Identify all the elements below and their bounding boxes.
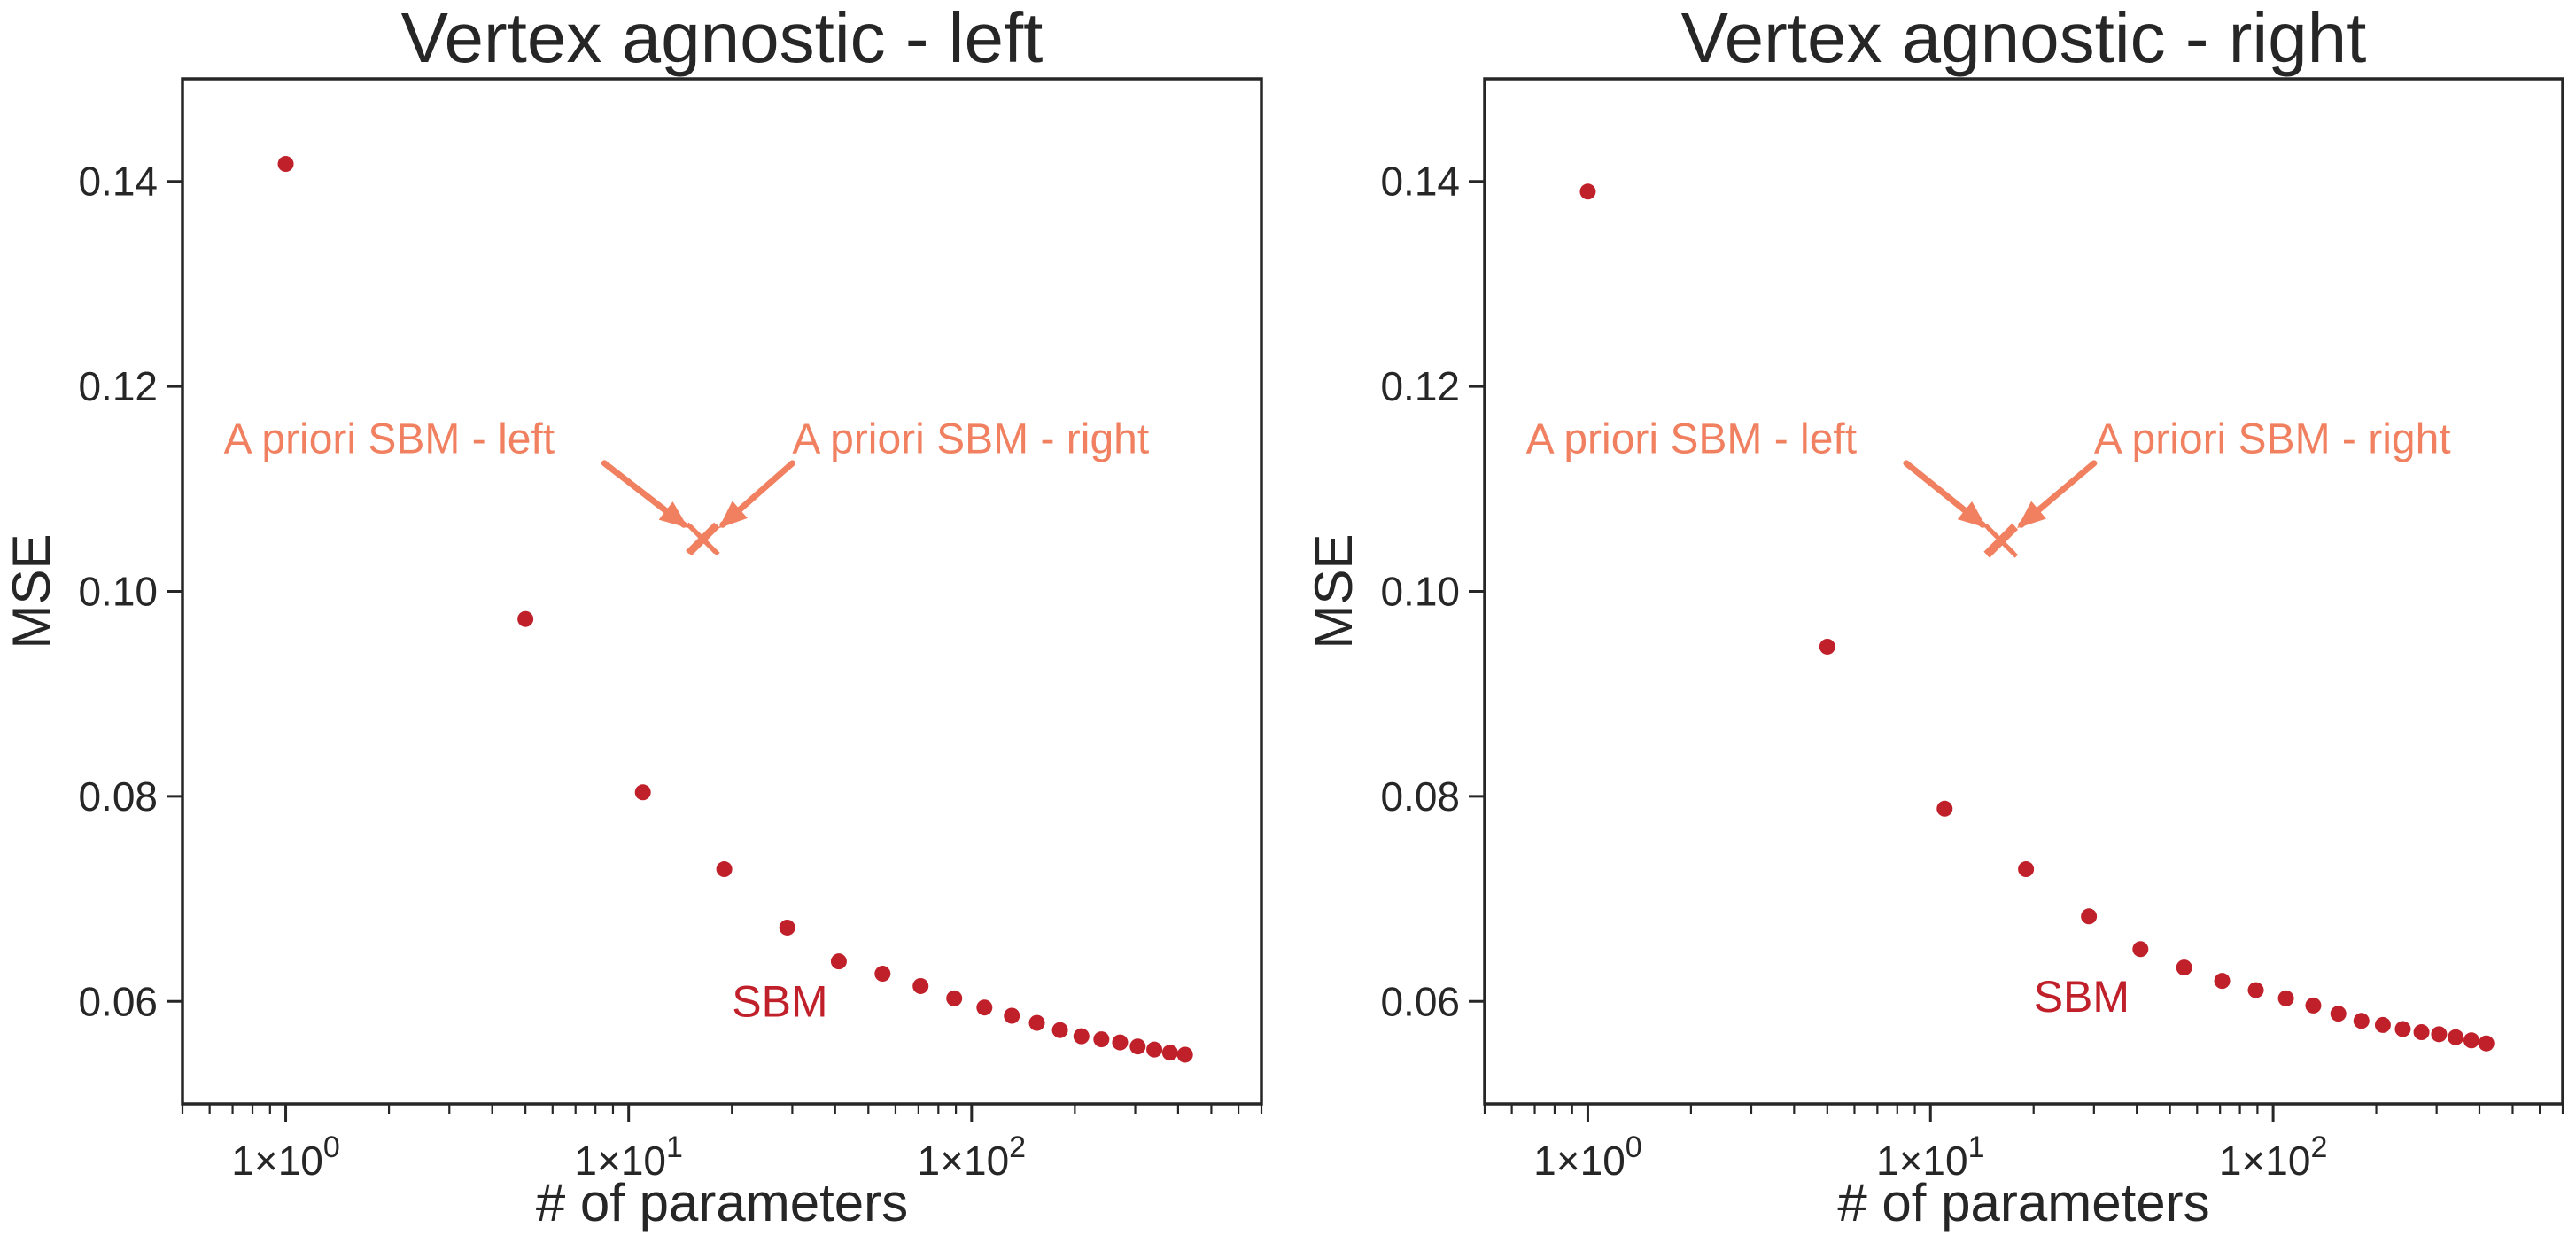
data-point (2394, 1021, 2411, 1037)
annotation-label: A priori SBM - left (1526, 416, 1857, 462)
data-point (1819, 638, 1835, 655)
data-point (2305, 997, 2322, 1014)
data-point (779, 919, 795, 936)
plot-frame (181, 77, 1263, 1106)
x-tick-label: 1×100 (1533, 1130, 1642, 1184)
data-point (2018, 861, 2035, 878)
annotation-arrowhead (718, 501, 748, 529)
data-point (1004, 1007, 1020, 1024)
y-tick-label: 0.12 (1380, 363, 1460, 409)
data-point (2353, 1013, 2370, 1029)
y-axis-label: MSE (2, 533, 61, 649)
data-point (1073, 1028, 1090, 1045)
y-axis-label: MSE (1304, 533, 1363, 649)
y-tick-label: 0.10 (78, 569, 158, 615)
y-tick-label: 0.06 (78, 978, 158, 1024)
data-point (1051, 1022, 1068, 1038)
annotation-arrowhead (2017, 501, 2046, 529)
data-point (2081, 908, 2098, 925)
data-point (1093, 1031, 1110, 1048)
y-tick-label: 0.08 (78, 773, 158, 820)
data-point (2463, 1032, 2479, 1049)
x-tick-label: 1×102 (918, 1130, 1027, 1184)
x-tick-label: 1×101 (574, 1130, 683, 1184)
data-point (2277, 990, 2294, 1006)
x-marker (1986, 526, 2019, 558)
data-point (1146, 1041, 1163, 1058)
data-point (912, 977, 929, 994)
data-point (2247, 982, 2264, 998)
y-tick-label: 0.14 (1380, 159, 1460, 205)
data-point (277, 156, 294, 173)
x-axis-label: # of parameters (1837, 1173, 2209, 1232)
data-point (1112, 1034, 1129, 1051)
x-marker-stroke (688, 524, 720, 556)
y-tick-label: 0.14 (78, 159, 158, 205)
chart-title: Vertex agnostic - right (1681, 0, 2367, 77)
series-label-sbm: SBM (2034, 972, 2130, 1022)
data-point (2330, 1006, 2347, 1022)
x-tick-label: 1×101 (1876, 1130, 1985, 1184)
data-point (1028, 1014, 1045, 1031)
series-label-sbm: SBM (732, 977, 827, 1027)
data-point (1161, 1045, 1178, 1061)
data-point (946, 990, 963, 1006)
annotation-arrowhead (658, 501, 688, 528)
data-point (716, 861, 733, 878)
plot-frame (1483, 77, 2564, 1106)
x-axis-label: # of parameters (536, 1173, 908, 1232)
y-tick-label: 0.08 (1380, 773, 1460, 820)
y-tick-label: 0.12 (78, 363, 158, 409)
x-marker (688, 524, 720, 556)
data-point (2431, 1026, 2448, 1043)
data-point (2374, 1016, 2391, 1033)
data-point (2132, 941, 2149, 958)
chart-panel-2: Vertex agnostic - right 0.06 0.08 0.10 0.12 0… (1304, 0, 2564, 1232)
data-point (874, 966, 891, 983)
annotation-label: A priori SBM - left (224, 416, 555, 462)
annotation-arrowhead (1957, 501, 1987, 529)
data-point (517, 610, 534, 627)
y-tick-label: 0.06 (1380, 978, 1460, 1024)
annotation-label: A priori SBM - right (792, 416, 1149, 462)
data-point (1129, 1038, 1146, 1055)
data-point (2176, 959, 2192, 976)
y-tick-label: 0.10 (1380, 569, 1460, 615)
chart-panel-1: Vertex agnostic - left 0.06 0.08 0.10 0.12 0.… (2, 0, 1263, 1232)
x-tick-label: 1×102 (2219, 1130, 2328, 1184)
x-marker-stroke (1986, 526, 2019, 558)
data-point (830, 953, 847, 970)
data-point (2413, 1024, 2430, 1041)
x-tick-label: 1×100 (231, 1130, 340, 1184)
data-point (2214, 973, 2231, 990)
data-point (1579, 183, 1596, 200)
data-point (1936, 800, 1953, 817)
chart-title: Vertex agnostic - left (401, 0, 1044, 77)
annotation-label: A priori SBM - right (2094, 416, 2451, 462)
data-point (634, 784, 651, 801)
data-point (1176, 1046, 1193, 1063)
data-point (2478, 1035, 2495, 1052)
data-point (2448, 1029, 2464, 1045)
data-point (976, 999, 993, 1016)
